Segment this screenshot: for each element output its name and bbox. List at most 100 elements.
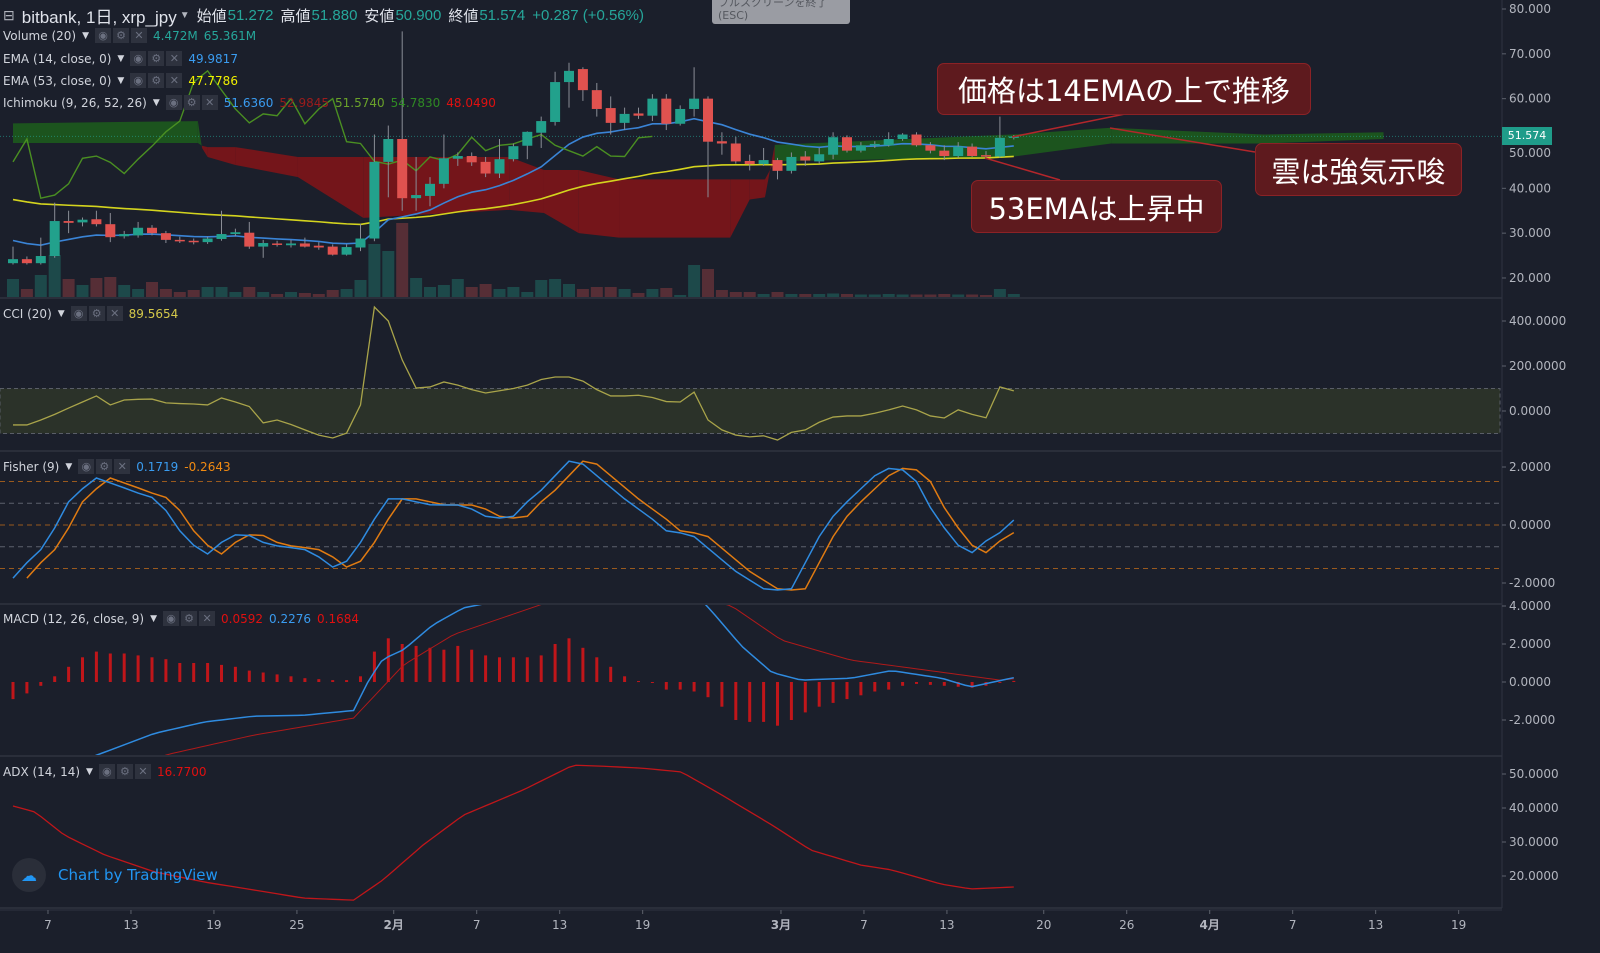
visibility-eye-icon[interactable]: ◉ — [130, 51, 147, 66]
legend-cci: CCI (20) ▼ ◉ ⚙ ✕ 89.5654 — [3, 306, 178, 321]
remove-close-icon[interactable]: ✕ — [199, 611, 216, 626]
axis-tick-label: 70.000 — [1509, 47, 1551, 61]
candle — [411, 156, 422, 211]
chevron-down-icon[interactable]: ▼ — [152, 97, 160, 108]
macd-histogram-bar — [678, 682, 682, 690]
volume-bar — [743, 292, 756, 297]
candle-body — [397, 139, 408, 199]
chevron-down-icon[interactable]: ▼ — [57, 308, 65, 319]
candle-body — [216, 234, 227, 239]
visibility-eye-icon[interactable]: ◉ — [70, 306, 87, 321]
settings-gear-icon[interactable]: ⚙ — [96, 459, 113, 474]
candle-body — [480, 161, 491, 174]
macd-histogram-bar — [206, 663, 210, 682]
candle — [730, 136, 741, 164]
candle — [8, 246, 18, 265]
visibility-eye-icon[interactable]: ◉ — [98, 764, 115, 779]
volume-bar — [993, 289, 1006, 297]
macd-histogram-bar — [776, 682, 779, 726]
axis-tick-label: -2.0000 — [1509, 713, 1555, 727]
remove-close-icon[interactable]: ✕ — [201, 95, 218, 110]
settings-gear-icon[interactable]: ⚙ — [183, 95, 200, 110]
indicator-name[interactable]: EMA (14, close, 0) — [3, 51, 112, 66]
chevron-down-icon[interactable]: ▼ — [150, 613, 158, 624]
chevron-down-icon[interactable]: ▼ — [86, 766, 93, 777]
cloud-segment — [1111, 127, 1264, 144]
volume-bar — [20, 289, 33, 297]
indicator-name[interactable]: Volume (20) — [3, 28, 77, 43]
macd-histogram-bar — [67, 666, 71, 682]
chevron-down-icon[interactable]: ▼ — [117, 53, 125, 64]
time-tick-label: 13 — [123, 918, 138, 932]
candle-body — [675, 108, 686, 124]
candle-body — [188, 240, 199, 243]
time-tick-label: 7 — [44, 918, 52, 932]
macd-plot — [11, 605, 1016, 755]
candle — [35, 237, 46, 265]
indicator-name[interactable]: MACD (12, 26, close, 9) — [3, 611, 145, 626]
volume-bar — [257, 292, 270, 297]
macd-histogram-bar — [456, 645, 460, 682]
indicator-name[interactable]: Fisher (9) — [3, 459, 60, 474]
legend-adx: ADX (14, 14) ▼ ◉ ⚙ ✕ 16.7700 — [3, 764, 207, 779]
candle-body — [133, 227, 144, 236]
visibility-eye-icon[interactable]: ◉ — [165, 95, 182, 110]
visibility-eye-icon[interactable]: ◉ — [78, 459, 95, 474]
remove-close-icon[interactable]: ✕ — [134, 764, 151, 779]
indicator-name[interactable]: ADX (14, 14) — [3, 764, 81, 779]
symbol-header: ⊟ bitbank, 1日, xrp_jpy ▼ 始値 51.272 高値 51.8… — [3, 3, 644, 28]
remove-close-icon[interactable]: ✕ — [166, 51, 183, 66]
macd-histogram-bar — [720, 682, 724, 707]
time-axis[interactable]: 7 13 19 25 2月 7 13 19 3月 7 13 20 26 4月 7 13 19 — [0, 909, 1502, 932]
branding-text[interactable]: Chart by TradingView — [58, 866, 218, 884]
candle — [897, 133, 908, 141]
chevron-down-icon[interactable]: ▼ — [179, 10, 190, 21]
macd-histogram-bar — [122, 653, 126, 682]
candle-body — [703, 98, 713, 142]
candle — [133, 221, 144, 238]
volume-bar — [632, 293, 645, 297]
indicator-name[interactable]: Ichimoku (9, 26, 52, 26) — [3, 95, 147, 110]
candle — [703, 96, 713, 198]
price-axes[interactable]: 80.000 70.000 60.000 50.000 40.000 30.000 20.0… — [1502, 2, 1566, 883]
settings-gear-icon[interactable]: ⚙ — [113, 28, 129, 43]
settings-gear-icon[interactable]: ⚙ — [148, 73, 165, 88]
remove-close-icon[interactable]: ✕ — [166, 73, 183, 88]
indicator-value: 47.7786 — [188, 73, 238, 88]
symbol-title[interactable]: bitbank, 1日, xrp_jpy — [21, 8, 177, 27]
collapse-icon[interactable]: ⊟ — [3, 7, 15, 23]
visibility-eye-icon[interactable]: ◉ — [95, 28, 111, 43]
settings-gear-icon[interactable]: ⚙ — [88, 306, 105, 321]
chevron-down-icon[interactable]: ▼ — [65, 461, 73, 472]
candle — [647, 94, 658, 122]
visibility-eye-icon[interactable]: ◉ — [163, 611, 180, 626]
volume-bar — [799, 294, 812, 297]
settings-gear-icon[interactable]: ⚙ — [148, 51, 165, 66]
volume-bar — [62, 279, 75, 297]
macd-histogram-bar — [998, 682, 1002, 683]
volume-bar — [549, 279, 562, 297]
indicator-value: 52.9845 — [279, 95, 329, 110]
remove-close-icon[interactable]: ✕ — [114, 459, 131, 474]
remove-close-icon[interactable]: ✕ — [106, 306, 123, 321]
macd-histogram-bar — [372, 651, 376, 682]
macd-histogram-bar — [553, 644, 557, 682]
settings-gear-icon[interactable]: ⚙ — [116, 764, 133, 779]
visibility-eye-icon[interactable]: ◉ — [130, 73, 147, 88]
candle — [675, 105, 686, 126]
volume-bar — [966, 294, 979, 297]
candle-body — [869, 143, 880, 146]
indicator-name[interactable]: CCI (20) — [3, 306, 52, 321]
macd-histogram-bar — [289, 676, 293, 682]
candle-body — [202, 238, 213, 243]
candles[interactable] — [8, 31, 1019, 265]
chevron-down-icon[interactable]: ▼ — [82, 30, 89, 41]
tradingview-branding[interactable]: ☁ Chart by TradingView — [12, 858, 218, 892]
settings-gear-icon[interactable]: ⚙ — [181, 611, 198, 626]
indicator-name[interactable]: EMA (53, close, 0) — [3, 73, 112, 88]
candle-body — [522, 131, 533, 146]
axis-tick-label: 200.0000 — [1509, 359, 1566, 373]
chevron-down-icon[interactable]: ▼ — [117, 75, 125, 86]
remove-close-icon[interactable]: ✕ — [131, 28, 147, 43]
